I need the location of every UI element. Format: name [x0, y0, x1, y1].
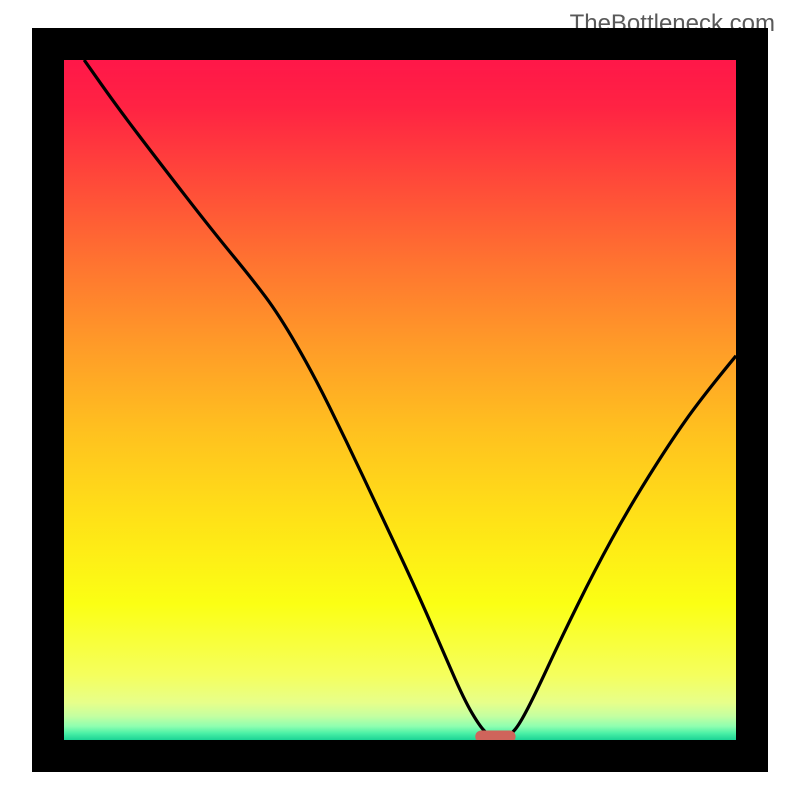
bottleneck-curve	[64, 60, 736, 740]
optimal-marker	[475, 730, 515, 740]
curve-path	[84, 60, 736, 737]
chart-root: TheBottleneck.com	[0, 0, 800, 800]
plot-frame	[32, 28, 768, 772]
